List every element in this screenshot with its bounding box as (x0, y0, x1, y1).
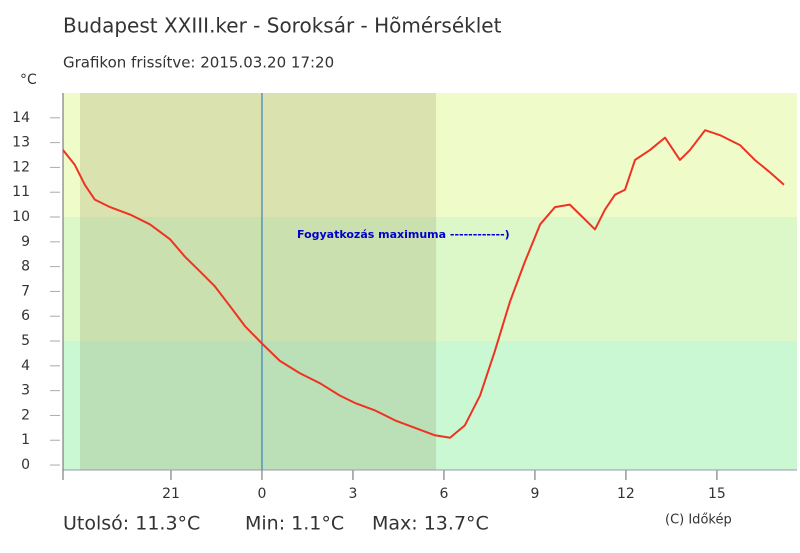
y-tick-label: 7 (21, 283, 30, 299)
footer-min: Min: 1.1°C (245, 513, 344, 535)
footer-max: Max: 13.7°C (372, 513, 489, 535)
x-tick-label: 15 (708, 486, 726, 502)
y-tick-label: 11 (12, 184, 30, 200)
y-tick-label: 14 (12, 110, 30, 126)
credit: (C) Időkép (665, 513, 732, 528)
y-tick-label: 1 (21, 432, 30, 448)
band-low (63, 341, 797, 470)
x-tick-label: 0 (258, 486, 267, 502)
y-tick-label: 8 (21, 259, 30, 275)
y-tick-label: 13 (12, 135, 30, 151)
temperature-line (62, 129, 785, 439)
y-tick-label: 9 (21, 234, 30, 250)
annotation: Fogyatkozás maximuma ------------) (297, 228, 510, 241)
x-tick-label: 12 (617, 486, 635, 502)
x-tick-label: 3 (348, 486, 357, 502)
band-high (63, 93, 797, 218)
y-tick-label: 2 (21, 407, 30, 423)
night-shade (79, 93, 437, 470)
subtitle: Grafikon frissítve: 2015.03.20 17:20 (63, 54, 334, 72)
y-tick-label: 6 (21, 308, 30, 324)
y-tick-label: 0 (21, 457, 30, 473)
chart-title: Budapest XXIII.ker - Soroksár - Hõmérsék… (63, 14, 502, 38)
band-mid (63, 217, 797, 342)
x-tick-label: 6 (439, 486, 448, 502)
y-tick-label: 3 (21, 383, 30, 399)
y-tick-label: 12 (12, 159, 30, 175)
footer-last: Utolsó: 11.3°C (63, 513, 200, 535)
y-tick-label: 10 (12, 209, 30, 225)
x-tick-label: 9 (530, 486, 539, 502)
y-tick-label: 4 (21, 358, 30, 374)
y-tick-label: 5 (21, 333, 30, 349)
x-tick-label: 21 (162, 486, 180, 502)
y-unit: °C (20, 72, 37, 88)
